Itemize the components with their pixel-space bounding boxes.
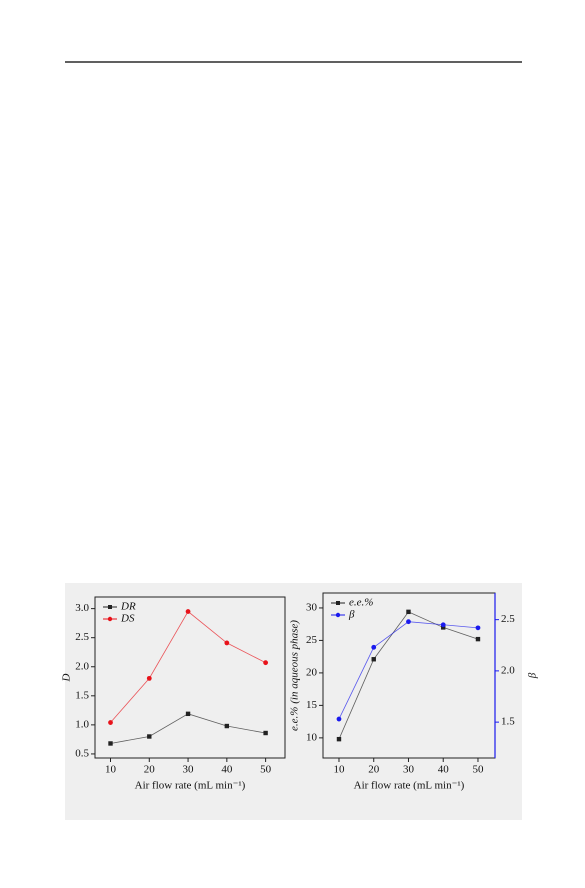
x-tick-label: 30 (183, 764, 195, 776)
data-point (371, 644, 377, 650)
y-tick-label: 2.0 (75, 660, 89, 672)
data-point (108, 720, 113, 725)
x-tick-label: 20 (368, 764, 380, 776)
x-tick-label: 20 (144, 764, 156, 776)
data-point (475, 636, 481, 642)
y-tick-label: 20 (306, 666, 318, 678)
data-point (406, 619, 411, 625)
y2-tick-label: 1.5 (501, 716, 515, 728)
data-point (336, 716, 342, 722)
legend-marker (107, 616, 113, 622)
data-point (441, 625, 446, 630)
y-tick-label: 30 (306, 601, 318, 613)
x-tick-label: 40 (438, 764, 450, 776)
legend-label: DS (120, 613, 135, 625)
x-tick-label: 10 (333, 764, 345, 776)
y-tick-label: 1.5 (75, 689, 89, 701)
y-tick-label: 10 (306, 731, 318, 743)
legend-label: DR (120, 601, 136, 613)
y-tick-label: 2.5 (75, 631, 89, 643)
legend-marker (336, 601, 340, 605)
data-point (185, 609, 191, 614)
data-point (224, 723, 230, 729)
data-point (263, 730, 268, 736)
data-point (185, 711, 191, 717)
y-tick-label: 3.0 (75, 602, 89, 614)
data-point (224, 640, 230, 646)
y2-tick-label: 2.5 (501, 613, 515, 625)
x-tick-label: 50 (260, 764, 272, 776)
y-axis-label: e.e.% (in aqueous phase) (289, 620, 301, 731)
y2-axis-label: β (527, 672, 539, 679)
data-point (371, 657, 376, 662)
data-point (108, 741, 113, 746)
x-axis-label: Air flow rate (mL min⁻¹) (354, 780, 465, 792)
y2-tick-label: 2.0 (501, 664, 515, 676)
y-tick-label: 1.0 (75, 718, 89, 730)
y-tick-label: 15 (306, 699, 318, 711)
data-point (146, 675, 152, 681)
x-tick-label: 40 (221, 764, 233, 776)
plot-area (94, 596, 286, 759)
x-tick-label: 30 (403, 764, 415, 776)
data-point (147, 734, 152, 739)
data-point (263, 660, 269, 666)
data-point (475, 625, 481, 631)
data-point (406, 609, 411, 615)
x-tick-label: 10 (105, 764, 117, 776)
data-point (440, 622, 446, 628)
y-tick-label: 0.5 (75, 747, 89, 759)
x-axis-label: Air flow rate (mL min⁻¹) (135, 780, 246, 792)
x-tick-label: 50 (472, 764, 484, 776)
legend-label: β (348, 609, 355, 621)
legend-marker (335, 612, 341, 618)
figure-background (65, 583, 522, 820)
legend-label: e.e.% (349, 597, 373, 609)
y-tick-label: 25 (306, 634, 318, 646)
legend-marker (108, 605, 112, 609)
y-axis-label: D (61, 673, 73, 682)
data-point (336, 736, 342, 742)
